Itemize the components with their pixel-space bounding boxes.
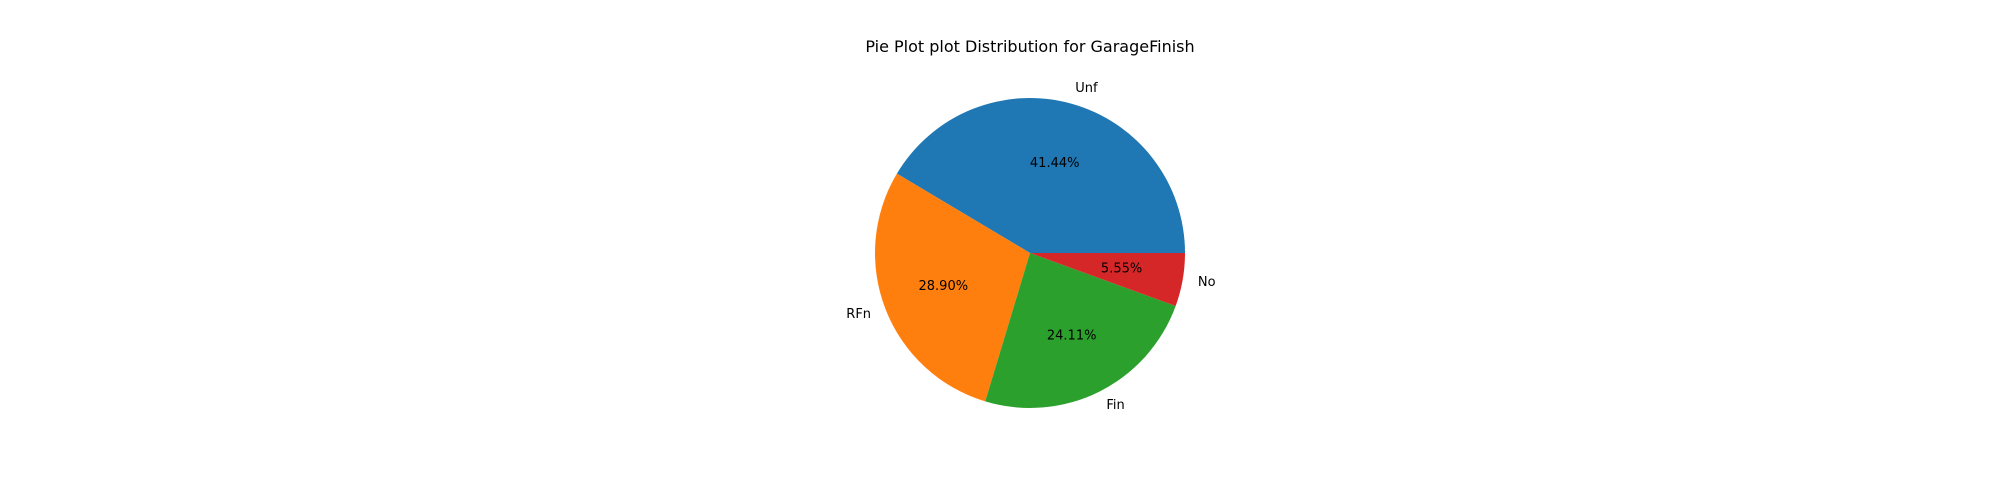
pie-slice-rfn	[874, 173, 1030, 402]
slice-label-rfn: RFn	[846, 307, 871, 322]
pie-slice-no	[1030, 253, 1185, 306]
slice-percent-fin: 24.11%	[1047, 329, 1097, 344]
slice-percent-no: 5.55%	[1101, 262, 1142, 277]
slice-label-no: No	[1198, 275, 1216, 290]
slice-label-unf: Unf	[1075, 81, 1098, 96]
slice-percent-unf: 41.44%	[1030, 156, 1080, 171]
slice-label-fin: Fin	[1106, 398, 1124, 413]
chart-title: Pie Plot plot Distribution for GarageFin…	[865, 37, 1194, 56]
pie-slice-unf	[896, 97, 1185, 253]
pie-slice-fin	[985, 253, 1176, 409]
pie-slices	[874, 97, 1185, 409]
pie-labels: Unf 41.44% RFn 28.90% Fin 24.11% No 5.55%	[846, 81, 1215, 413]
slice-percent-rfn: 28.90%	[919, 279, 969, 294]
